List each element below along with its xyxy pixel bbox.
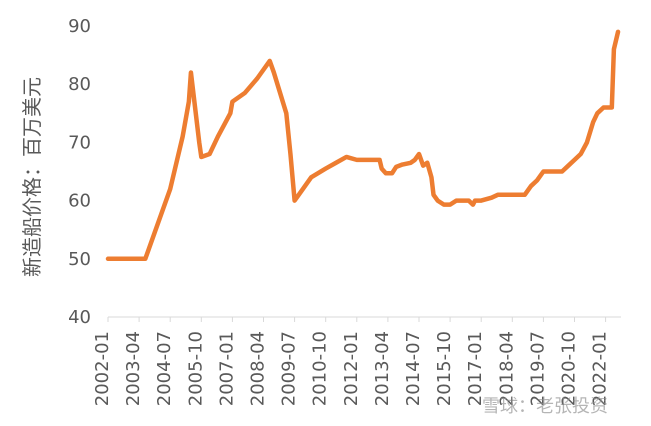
y-tick-label: 80 xyxy=(68,74,91,95)
x-tick-label: 2022-01 xyxy=(590,331,611,406)
y-tick-label: 50 xyxy=(68,249,91,270)
x-tick-label: 2018-04 xyxy=(496,331,517,406)
x-tick-label: 2008-04 xyxy=(248,331,269,406)
x-tick-label: 2012-01 xyxy=(341,331,362,406)
x-tick-label: 2013-04 xyxy=(372,331,393,406)
series-layer xyxy=(105,29,621,262)
y-axis: 40 50 60 70 80 90 xyxy=(68,16,91,328)
y-tick-label: 60 xyxy=(68,191,91,212)
y-tick-label: 70 xyxy=(68,132,91,153)
x-tick-label: 2014-07 xyxy=(403,331,424,406)
x-axis: 2002-01 2003-04 2004-07 2005-10 2007-01 2008-… xyxy=(92,316,621,406)
x-tick-label: 2005-10 xyxy=(185,331,206,406)
x-tick-label: 2010-10 xyxy=(310,331,331,406)
watermark-text: 雪球：老张投资 xyxy=(482,396,608,417)
x-tick-label: 2002-01 xyxy=(92,331,113,406)
y-axis-label: 新造船价格：百万美元 xyxy=(20,77,44,277)
x-tick-label: 2020-10 xyxy=(559,331,580,406)
x-tick-label: 2019-07 xyxy=(527,331,548,406)
x-tick-label: 2015-10 xyxy=(434,331,455,406)
x-tick-label: 2009-07 xyxy=(279,331,300,406)
x-tick-label: 2004-07 xyxy=(154,331,175,406)
x-tick-label: 2007-01 xyxy=(216,331,237,406)
x-tick-label: 2003-04 xyxy=(123,331,144,406)
x-tick-label: 2017-01 xyxy=(465,331,486,406)
y-tick-label: 90 xyxy=(68,16,91,37)
watermark-layer: 雪球：老张投资 xyxy=(482,396,608,417)
series-line-0 xyxy=(105,29,621,262)
y-tick-label: 40 xyxy=(68,307,91,328)
